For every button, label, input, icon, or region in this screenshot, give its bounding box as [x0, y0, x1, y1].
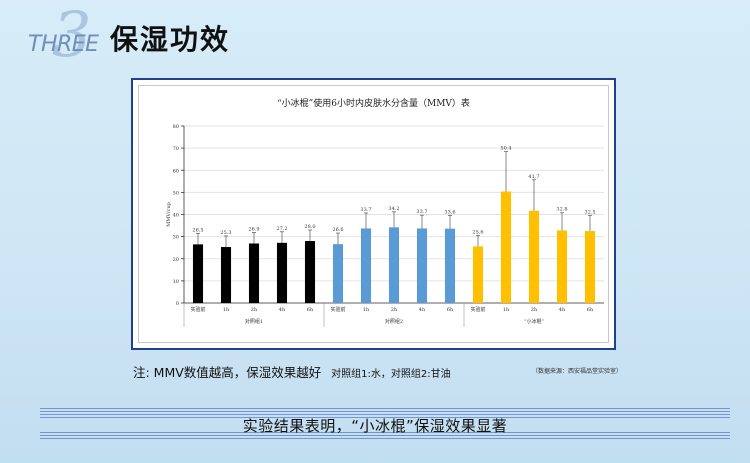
y-tick-label: 50: [173, 190, 179, 196]
data-label: 33.7: [360, 207, 371, 213]
bar: [248, 243, 260, 303]
category-label: 4h: [559, 307, 566, 313]
y-tick-label: 10: [173, 279, 179, 285]
y-tick-label: 20: [173, 257, 179, 263]
bar: [556, 230, 568, 303]
category-label: 6h: [307, 307, 314, 313]
footnote: 注: MMV数值越高，保湿效果越好 对照组1:水，对照组2:甘油: [133, 362, 451, 381]
category-label: 1h: [223, 307, 230, 313]
data-label: 27.2: [276, 226, 287, 232]
chart-panel: “小冰棍”使用6小时内皮肤水分含量（MMV）表 0 10 20 30 40 50 60 70 8…: [138, 85, 609, 343]
data-label: 32.8: [556, 207, 567, 213]
bar: [332, 244, 344, 303]
category-label: 6h: [587, 307, 594, 313]
category-label: 2h: [251, 307, 258, 313]
bar: [444, 228, 456, 303]
decorative-stripes: [40, 408, 730, 442]
bar: [528, 210, 540, 303]
data-label: 28.0: [304, 224, 315, 230]
category-label: 4h: [419, 307, 426, 313]
bar-chart: 0 10 20 30 40 50 60 70 80 MMV/cup 26.5 实验前 25.3 1h 26.…: [166, 124, 604, 327]
data-label: 26.5: [192, 227, 203, 233]
data-source: （数据来源：西安福品堂实验室）: [532, 368, 623, 375]
y-tick-label: 60: [173, 168, 179, 174]
bar: [276, 242, 288, 303]
category-label: 4h: [279, 307, 286, 313]
chart-title: “小冰棍”使用6小时内皮肤水分含量（MMV）表: [277, 99, 470, 109]
category-label: 实验前: [330, 306, 345, 313]
y-tick-label: 30: [173, 235, 179, 241]
data-label: 33.6: [444, 209, 455, 215]
group-label: “小冰棍”: [524, 318, 545, 325]
category-label: 2h: [391, 307, 398, 313]
bar: [472, 246, 484, 303]
bar: [416, 228, 428, 303]
data-label: 26.9: [248, 226, 259, 232]
data-label: 41.7: [528, 174, 539, 180]
category-label: 1h: [363, 307, 370, 313]
category-label: 6h: [447, 307, 454, 313]
conclusion-text: 实验结果表明，“小冰棍”保湿效果显著: [242, 417, 508, 435]
bar: [360, 228, 372, 303]
y-tick-label: 70: [173, 146, 179, 152]
data-label: 50.4: [500, 146, 511, 152]
group-label: 对照组2: [385, 318, 403, 325]
y-tick-label: 40: [173, 213, 179, 219]
category-label: 2h: [531, 307, 538, 313]
data-label: 26.6: [332, 227, 343, 233]
data-label: 33.7: [416, 209, 427, 215]
bar: [220, 247, 232, 303]
footnote-main: 注: MMV数值越高，保湿效果越好: [133, 365, 322, 380]
footnote-groups: 对照组1:水，对照组2:甘油: [331, 369, 451, 380]
data-label: 25.3: [220, 230, 231, 236]
section-word: THREE: [28, 32, 99, 57]
category-label: 1h: [503, 307, 510, 313]
data-label: 32.5: [584, 210, 595, 216]
bar: [388, 227, 400, 303]
bar: [584, 231, 596, 303]
bar: [500, 191, 512, 303]
bar: [304, 241, 316, 303]
bar: [192, 244, 204, 303]
data-label: 34.2: [388, 206, 399, 212]
category-label: 实验前: [190, 306, 205, 313]
chart-frame: “小冰棍”使用6小时内皮肤水分含量（MMV）表 0 10 20 30 40 50 60 70 8…: [131, 78, 616, 350]
y-axis-label: MMV/cup: [166, 202, 172, 227]
category-label: 实验前: [470, 306, 485, 313]
y-tick-label: 0: [176, 301, 179, 307]
group-label: 对照组1: [245, 318, 263, 325]
page-title: 保湿功效: [110, 23, 231, 56]
section-number: 3: [52, 0, 92, 71]
data-label: 25.6: [472, 229, 483, 235]
y-tick-label: 80: [173, 124, 179, 130]
section-badge: 3 THREE: [24, 4, 104, 66]
